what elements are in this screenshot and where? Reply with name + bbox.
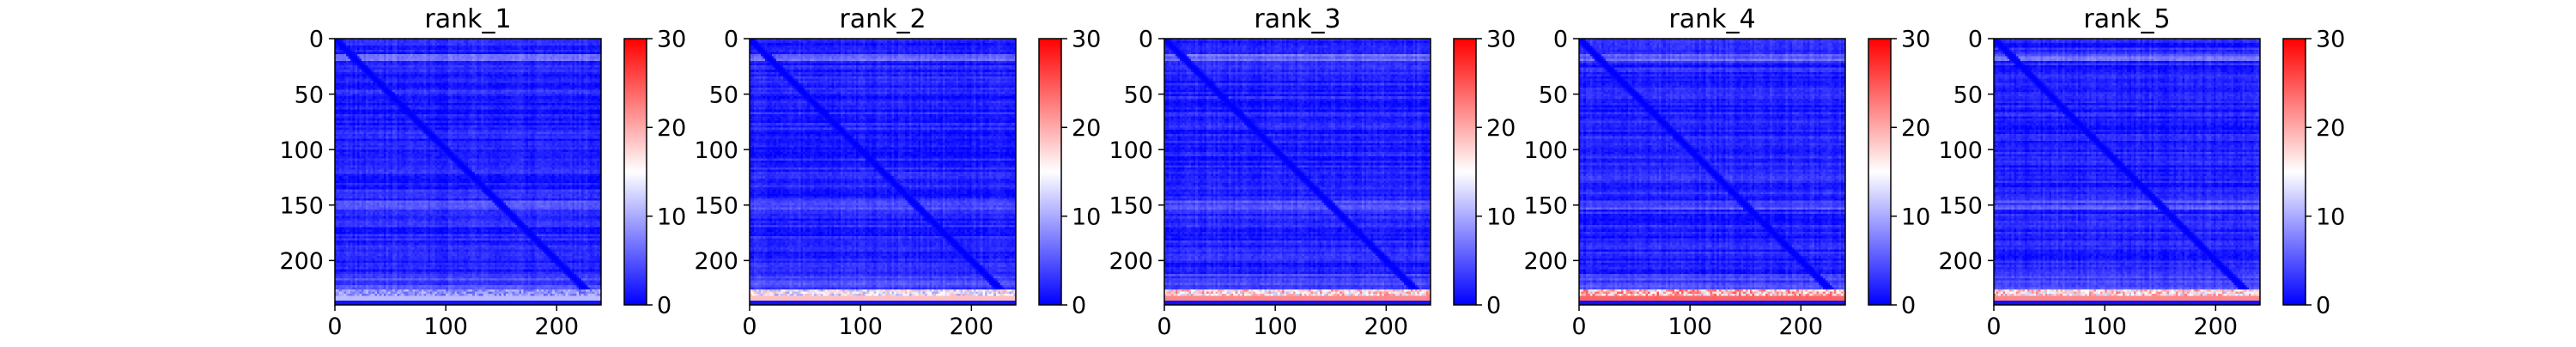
colorbar-tick-label: 10 (2316, 204, 2345, 230)
y-tick-label: 100 (279, 137, 324, 164)
heatmap-panel-1: rank_1 0 100 200 0 50 100 150 200 0 10 20 30 (279, 4, 686, 340)
colorbar-tick-label: 10 (657, 204, 686, 230)
colorbar-tick-label: 20 (1072, 115, 1101, 142)
x-tick-label: 0 (742, 314, 756, 340)
colorbar-tick-label: 30 (1901, 27, 1930, 53)
y-tick-label: 50 (295, 82, 324, 108)
panel-title: rank_1 (424, 4, 511, 34)
y-tick-label: 50 (1124, 82, 1153, 108)
heatmap-panel-3: rank_3 0 100 200 0 50 100 150 200 0 10 20 30 (1109, 4, 1516, 340)
y-tick-label: 50 (709, 82, 738, 108)
colorbar (1038, 38, 1062, 306)
heatmap-image (1994, 39, 2260, 305)
x-tick-label: 100 (1253, 314, 1297, 340)
colorbar-tick-label: 20 (2316, 115, 2345, 142)
colorbar-tick-label: 20 (657, 115, 686, 142)
colorbar-tick-label: 0 (1072, 293, 1086, 320)
y-tick-label: 0 (1968, 27, 1983, 53)
y-tick-label: 200 (279, 248, 324, 275)
y-tick-label: 200 (694, 248, 738, 275)
heatmap-image (1579, 39, 1845, 305)
x-tick-label: 200 (950, 314, 994, 340)
axes-frame (749, 38, 1017, 306)
panel-title: rank_2 (839, 4, 926, 34)
heatmap-image (335, 39, 601, 305)
colorbar-tick-label: 30 (1486, 27, 1516, 53)
colorbar-tick-label: 0 (1486, 293, 1501, 320)
axes-frame (1578, 38, 1846, 306)
panel-title: rank_3 (1254, 4, 1340, 34)
y-tick-label: 0 (724, 27, 738, 53)
y-tick-label: 150 (1938, 192, 1983, 219)
heatmap-image (1164, 39, 1431, 305)
y-tick-label: 100 (1109, 137, 1153, 164)
colorbar-tick-label: 10 (1901, 204, 1930, 230)
y-tick-label: 100 (1523, 137, 1568, 164)
heatmap-panel-5: rank_5 0 100 200 0 50 100 150 200 0 10 20 30 (1938, 4, 2345, 340)
colorbar-tick-label: 30 (657, 27, 686, 53)
colorbar-tick-label: 30 (1072, 27, 1101, 53)
x-tick-label: 200 (1779, 314, 1824, 340)
colorbar (1868, 38, 1892, 306)
x-tick-label: 0 (1571, 314, 1586, 340)
y-tick-label: 50 (1539, 82, 1568, 108)
colorbar (1453, 38, 1477, 306)
y-tick-label: 0 (1139, 27, 1153, 53)
x-tick-label: 0 (1157, 314, 1171, 340)
y-tick-label: 50 (1953, 82, 1983, 108)
x-tick-label: 200 (1364, 314, 1409, 340)
y-tick-label: 150 (1109, 192, 1153, 219)
colorbar-tick-label: 30 (2316, 27, 2345, 53)
x-tick-label: 100 (1668, 314, 1712, 340)
heatmap-panel-4: rank_4 0 100 200 0 50 100 150 200 0 10 20 30 (1523, 4, 1930, 340)
x-tick-label: 200 (2194, 314, 2239, 340)
x-tick-label: 0 (1986, 314, 2001, 340)
y-tick-label: 150 (1523, 192, 1568, 219)
colorbar-tick-label: 10 (1486, 204, 1516, 230)
panel-title: rank_5 (2083, 4, 2170, 34)
axes-frame (334, 38, 602, 306)
heatmap-panel-2: rank_2 0 100 200 0 50 100 150 200 0 10 20 30 (694, 4, 1101, 340)
colorbar (2282, 38, 2306, 306)
x-tick-label: 100 (423, 314, 468, 340)
colorbar-tick-label: 20 (1486, 115, 1516, 142)
colorbar-tick-label: 10 (1072, 204, 1101, 230)
y-tick-label: 0 (309, 27, 324, 53)
y-tick-label: 0 (1553, 27, 1568, 53)
y-tick-label: 150 (694, 192, 738, 219)
panel-title: rank_4 (1668, 4, 1755, 34)
colorbar (623, 38, 647, 306)
y-tick-label: 150 (279, 192, 324, 219)
y-tick-label: 200 (1938, 248, 1983, 275)
y-tick-label: 200 (1109, 248, 1153, 275)
heatmap-image (750, 39, 1016, 305)
x-tick-label: 200 (535, 314, 580, 340)
colorbar-tick-label: 0 (1901, 293, 1916, 320)
x-tick-label: 100 (838, 314, 883, 340)
colorbar-tick-label: 0 (657, 293, 671, 320)
y-tick-label: 100 (694, 137, 738, 164)
y-tick-label: 200 (1523, 248, 1568, 275)
axes-frame (1163, 38, 1431, 306)
colorbar-tick-label: 20 (1901, 115, 1930, 142)
x-tick-label: 100 (2082, 314, 2127, 340)
axes-frame (1993, 38, 2261, 306)
colorbar-tick-label: 0 (2316, 293, 2330, 320)
x-tick-label: 0 (327, 314, 342, 340)
y-tick-label: 100 (1938, 137, 1983, 164)
